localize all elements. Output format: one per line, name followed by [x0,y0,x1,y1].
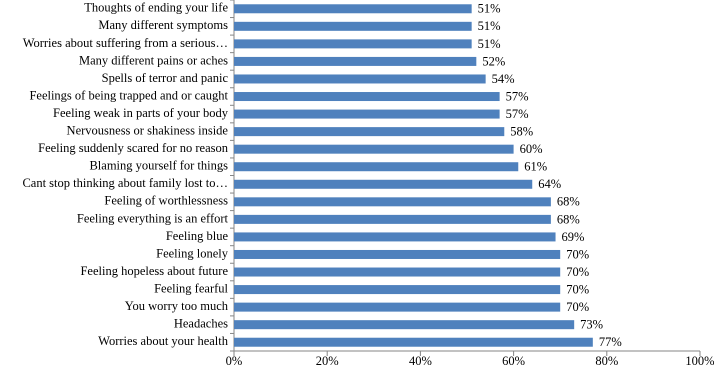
y-tick-label: You worry too much [125,299,229,313]
y-tick-label: Thoughts of ending your life [84,1,228,15]
bar [234,21,472,31]
value-label: 70% [566,300,589,314]
bar [234,267,561,277]
value-label: 57% [506,89,529,103]
value-label: 70% [566,247,589,261]
value-label: 70% [566,282,589,296]
bar [234,92,500,102]
y-tick-label: Feeling everything is an effort [77,211,229,225]
bar [234,320,575,330]
y-tick-label: Headaches [174,317,228,331]
x-tick-label: 20% [316,354,339,368]
bar [234,4,472,14]
bar [234,179,533,189]
value-label: 77% [599,335,622,349]
x-tick-label: 0% [226,354,243,368]
value-label: 57% [506,107,529,121]
x-tick-label: 40% [409,354,432,368]
value-label: 54% [492,72,515,86]
value-label: 52% [482,54,505,68]
y-tick-label: Many different symptoms [98,18,228,32]
value-label: 68% [557,212,580,226]
x-tick-label: 60% [502,354,525,368]
value-label: 58% [510,125,533,139]
value-label: 64% [538,177,561,191]
y-tick-label: Feeling hopeless about future [80,264,228,278]
y-tick-label: Feeling weak in parts of your body [53,106,229,120]
bar [234,214,551,224]
bar [234,39,472,49]
bar [234,285,561,295]
x-tick-label: 80% [595,354,618,368]
bar [234,232,556,242]
y-tick-label: Feeling fearful [154,281,228,295]
y-tick-label: Feeling of worthlessness [104,194,228,208]
value-label: 60% [520,142,543,156]
bar [234,337,593,347]
y-tick-label: Nervousness or shakiness inside [67,124,229,138]
y-tick-label: Feeling suddenly scared for no reason [38,141,229,155]
bar [234,162,519,172]
y-tick-label: Worries about your health [98,334,229,348]
value-label: 51% [478,2,501,16]
bar [234,109,500,119]
bar [234,56,477,66]
y-tick-label: Feeling blue [166,229,229,243]
y-tick-label: Feelings of being trapped and or caught [29,88,228,102]
x-tick-label: 100% [685,354,714,368]
value-label: 51% [478,37,501,51]
y-tick-label: Blaming yourself for things [89,159,228,173]
value-label: 68% [557,195,580,209]
value-label: 61% [524,160,547,174]
y-tick-label: Many different pains or aches [79,53,228,67]
bar [234,197,551,207]
bar [234,302,561,312]
bar [234,249,561,259]
value-label: 51% [478,19,501,33]
bar [234,74,486,84]
y-tick-label: Cant stop thinking about family lost to… [22,176,228,190]
value-label: 70% [566,265,589,279]
value-label: 69% [562,230,585,244]
y-tick-label: Worries about suffering from a serious… [23,36,228,50]
y-tick-label: Feeling lonely [156,246,229,260]
y-tick-label: Spells of terror and panic [102,71,229,85]
value-label: 73% [580,318,603,332]
bar [234,127,505,137]
bar [234,144,514,154]
